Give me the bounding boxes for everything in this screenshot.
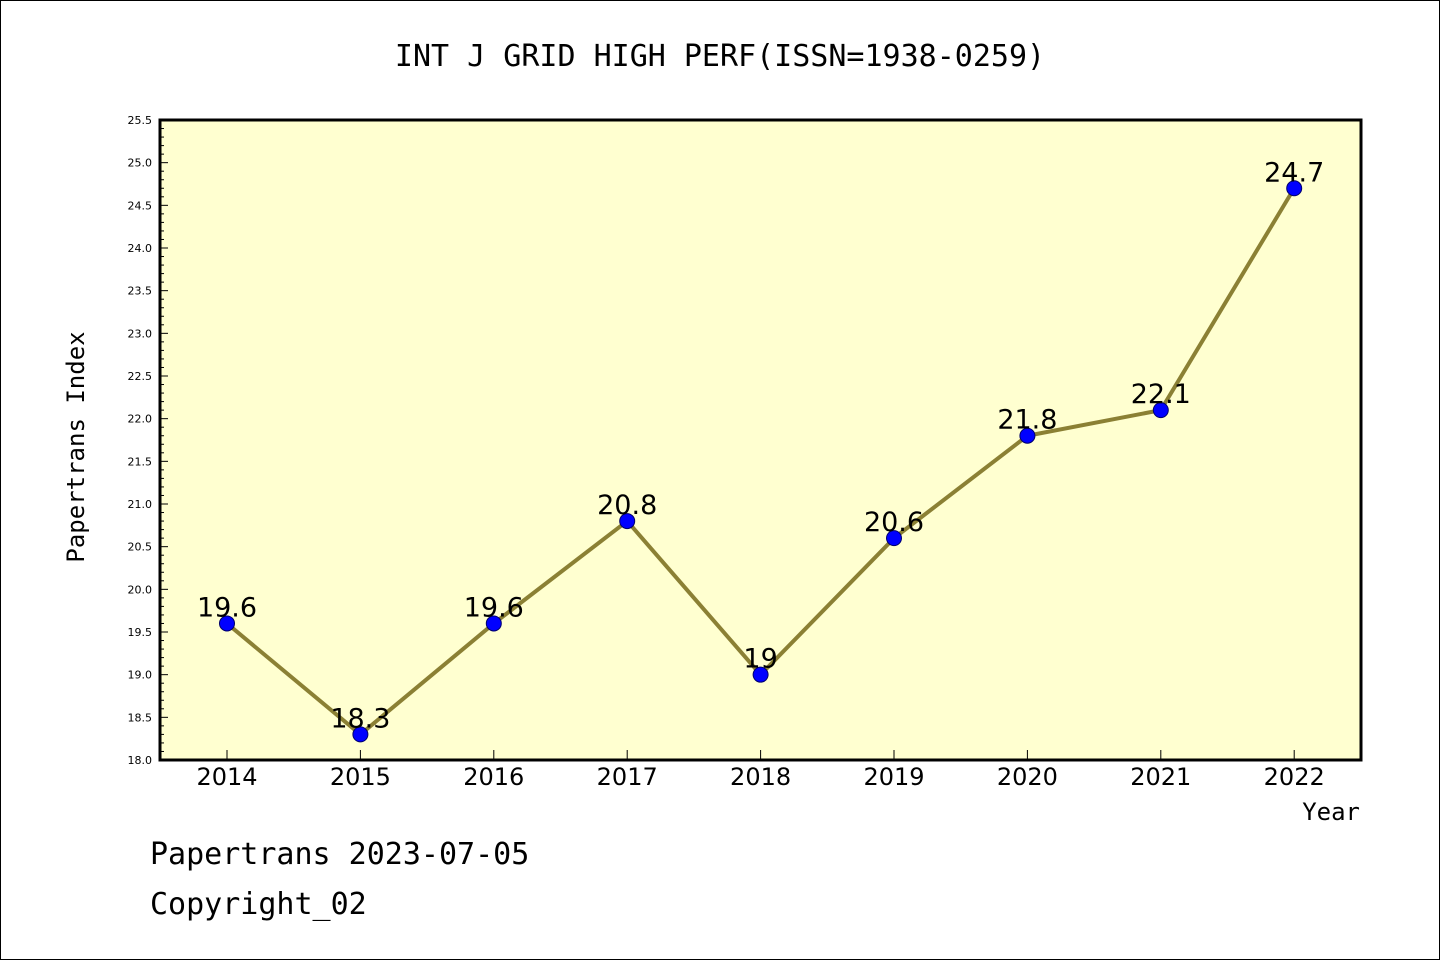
- y-tick-label: 23.0: [128, 327, 153, 340]
- data-point: [219, 615, 235, 632]
- x-tick-label: 2016: [463, 763, 524, 791]
- x-tick-label: 2022: [1264, 763, 1325, 791]
- x-tick-label: 2017: [597, 763, 658, 791]
- x-tick-label: 2014: [196, 763, 257, 791]
- y-tick-label: 21.0: [128, 498, 153, 511]
- x-tick-label: 2021: [1130, 763, 1191, 791]
- data-label: 20.6: [864, 507, 924, 538]
- y-tick-label: 25.0: [128, 157, 153, 170]
- y-tick-label: 18.0: [128, 754, 153, 767]
- y-axis-label: Papertrans Index: [62, 331, 90, 562]
- data-label: 24.7: [1264, 157, 1324, 188]
- data-point: [886, 530, 902, 547]
- x-axis: 2014 2015 2016 2017 2018 2019 2020 2021 2022: [196, 750, 1325, 791]
- series-group: 19.6 18.3 19.6 20.8 19 20.6 21.8 22.1 24.7: [197, 157, 1324, 743]
- data-label: 19.6: [464, 592, 524, 623]
- data-point: [352, 726, 369, 743]
- y-tick-label: 22.0: [128, 413, 153, 426]
- data-point: [485, 615, 502, 632]
- data-label: 21.8: [997, 405, 1057, 436]
- footer-copyright: Copyright_02: [150, 887, 367, 922]
- footer-date: Papertrans 2023-07-05: [150, 837, 529, 872]
- data-point: [1019, 427, 1036, 444]
- data-point: [619, 513, 636, 530]
- y-tick-label: 19.5: [128, 626, 153, 639]
- data-label: 20.8: [597, 490, 657, 521]
- x-tick-label: 2015: [330, 763, 391, 791]
- y-tick-label: 18.5: [128, 711, 153, 724]
- data-point: [1286, 180, 1303, 197]
- y-tick-label: 24.0: [128, 242, 153, 255]
- y-tick-label: 21.5: [128, 455, 153, 468]
- y-tick-label: 20.5: [128, 541, 153, 554]
- y-tick-label: 20.0: [128, 583, 153, 596]
- x-tick-label: 2018: [730, 763, 791, 791]
- y-tick-label: 24.5: [128, 199, 153, 212]
- plot-area: [158, 118, 1363, 762]
- x-axis-label: Year: [1302, 798, 1360, 826]
- x-tick-label: 2019: [863, 763, 924, 791]
- data-label: 18.3: [330, 703, 390, 734]
- data-label: 19: [743, 644, 777, 675]
- chart-title: INT J GRID HIGH PERF(ISSN=1938-0259): [395, 39, 1045, 74]
- y-tick-label: 25.5: [128, 114, 153, 127]
- data-label: 19.6: [197, 592, 257, 623]
- data-label: 22.1: [1131, 379, 1191, 410]
- y-tick-label: 23.5: [128, 285, 153, 298]
- data-point: [1152, 402, 1169, 419]
- y-tick-label: 19.0: [128, 669, 153, 682]
- y-axis: 18.0 18.5 19.0 19.5 20.0 20.5 21.0 21.5 22.0 22.5…: [128, 114, 168, 767]
- y-tick-label: 22.5: [128, 370, 153, 383]
- data-point: [752, 666, 769, 683]
- x-tick-label: 2020: [997, 763, 1058, 791]
